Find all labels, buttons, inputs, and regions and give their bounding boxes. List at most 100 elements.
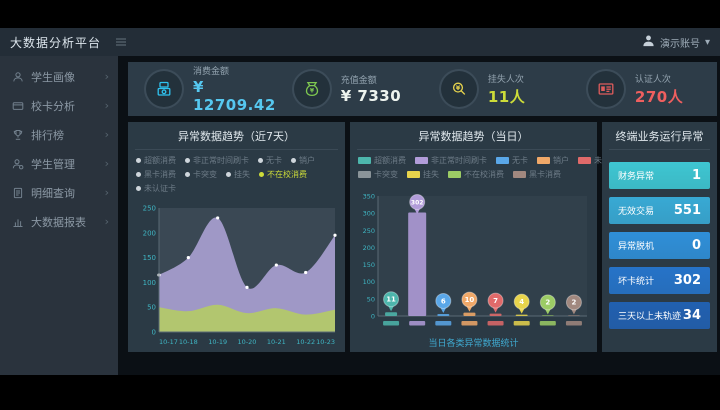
chevron-right-icon: › xyxy=(104,99,109,112)
sidebar-item-label: 学生画像 xyxy=(31,70,75,84)
chevron-right-icon: › xyxy=(104,128,109,141)
terminal-row-value: 0 xyxy=(691,238,701,253)
bar-2[interactable]: 6 xyxy=(435,292,452,326)
report-icon xyxy=(12,216,24,228)
x-tick-label: 10-20 xyxy=(238,338,257,346)
balloon-icon xyxy=(383,291,400,308)
balloon-value: 6 xyxy=(441,297,446,305)
bar-3[interactable]: 10 xyxy=(461,291,478,326)
kpi-value: ¥ 7330 xyxy=(340,87,402,105)
y-tick-label: 100 xyxy=(363,278,375,286)
legend-chip-icon xyxy=(537,157,550,164)
y-tick-label: 150 xyxy=(143,254,156,262)
charts-row: 异常数据趋势（近7天） 超额消费 非正常时间刷卡 无卡 销户 黑卡消费 卡突变 挂失 不在校消… xyxy=(128,122,717,352)
bar-chart-footer-link[interactable]: 当日各类异常数据统计 xyxy=(428,339,519,349)
panel-title-terminal: 终端业务运行异常 xyxy=(609,122,710,150)
legend-chip-icon xyxy=(496,157,509,164)
area-legend: 超额消费 非正常时间刷卡 无卡 销户黑卡消费 卡突变 挂失 不在校消费未认证卡 xyxy=(128,150,345,198)
y-tick-label: 100 xyxy=(143,279,156,287)
area-series-1 xyxy=(159,304,335,332)
legend-item[interactable]: 销户 xyxy=(291,155,315,166)
user-name: 演示账号 xyxy=(659,38,700,50)
balloon-pointer xyxy=(387,305,395,312)
legend-item[interactable]: 卡突变 xyxy=(358,169,398,180)
bar-6[interactable]: 2 xyxy=(539,294,556,326)
legend-dot-icon xyxy=(136,186,141,191)
legend-chip-icon xyxy=(415,157,428,164)
sidebar-item-4[interactable]: 明细查询 › xyxy=(0,178,118,207)
sidebar-item-1[interactable]: 校卡分析 › xyxy=(0,91,118,120)
legend-item[interactable]: 超额消费 xyxy=(136,155,176,166)
bar-5[interactable]: 4 xyxy=(513,293,530,326)
app-header: 大数据分析平台 演示账号 ▾ xyxy=(0,28,720,56)
legend-label: 非正常时间刷卡 xyxy=(431,156,487,165)
data-point xyxy=(333,233,337,237)
kpi-meta: 挂失人次 11人 xyxy=(488,72,525,107)
kpi-value: 270人 xyxy=(634,87,684,106)
legend-dot-icon xyxy=(136,158,141,163)
terminal-row-label: 无效交易 xyxy=(618,207,655,217)
terminal-row-value: 34 xyxy=(682,308,701,323)
terminal-row-label: 财务异常 xyxy=(618,172,655,182)
app-body: 学生画像 › 校卡分析 › 排行榜 › 学生管理 › 明细查询 › 大数据报表 › 消费金额 ¥ 127… xyxy=(0,56,720,375)
balloon-icon xyxy=(461,291,478,308)
legend-item[interactable]: 不在校消费 xyxy=(448,169,504,180)
legend-label: 超额消费 xyxy=(374,156,406,165)
terminal-row-0[interactable]: 财务异常 1 xyxy=(609,162,710,189)
legend-chip-icon xyxy=(513,171,526,178)
legend-item[interactable]: 不在校消费 xyxy=(259,169,307,180)
y-tick-label: 150 xyxy=(363,261,375,269)
legend-item[interactable]: 非正常时间刷卡 xyxy=(415,155,487,166)
hamburger-icon[interactable] xyxy=(115,37,127,47)
legend-item[interactable]: 挂失 xyxy=(407,169,439,180)
legend-item[interactable]: 超额消费 xyxy=(358,155,406,166)
x-category-chip xyxy=(565,321,582,326)
legend-dot-icon xyxy=(185,172,190,177)
bar-4[interactable]: 7 xyxy=(487,292,504,326)
terminal-row-2[interactable]: 异常脱机 0 xyxy=(609,232,710,259)
bar-7[interactable]: 2 xyxy=(565,294,582,326)
legend-item[interactable]: 非正常时间刷卡 xyxy=(185,155,249,166)
kpi-label: 挂失人次 xyxy=(487,74,524,85)
balloon-value: 7 xyxy=(493,297,498,305)
legend-item[interactable]: 销户 xyxy=(537,155,569,166)
sidebar-item-2[interactable]: 排行榜 › xyxy=(0,120,118,149)
legend-dot-icon xyxy=(291,158,296,163)
avatar-icon xyxy=(642,34,655,50)
legend-dot-icon xyxy=(185,158,190,163)
legend-item[interactable]: 无卡 xyxy=(258,155,282,166)
legend-label: 无卡 xyxy=(266,156,282,165)
user-menu[interactable]: 演示账号 ▾ xyxy=(642,34,710,50)
terminal-row-4[interactable]: 三天以上未轨迹 34 xyxy=(609,302,710,329)
balloon-icon xyxy=(539,294,556,311)
sidebar-item-5[interactable]: 大数据报表 › xyxy=(0,207,118,236)
legend-item[interactable]: 黑卡消费 xyxy=(136,169,176,180)
x-tick-label: 10-18 xyxy=(179,338,198,346)
balloon-value: 302 xyxy=(411,199,424,206)
x-tick-label: 10-22 xyxy=(296,338,315,346)
sidebar-item-label: 学生管理 xyxy=(31,157,75,171)
panel-title-7days: 异常数据趋势（近7天） xyxy=(135,122,338,150)
legend-item[interactable]: 卡突变 xyxy=(185,169,217,180)
sidebar-item-0[interactable]: 学生画像 › xyxy=(0,62,118,91)
legend-chip-icon xyxy=(407,171,420,178)
terminal-row-value: 302 xyxy=(673,273,701,288)
bar-1[interactable]: 302 xyxy=(408,194,427,326)
x-category-chip xyxy=(435,321,452,326)
kpi-card-1: ¥ 充值金额 ¥ 7330 xyxy=(276,62,423,116)
legend-item[interactable]: 无卡 xyxy=(496,155,528,166)
bar-legend: 超额消费非正常时间刷卡无卡销户未认证卡卡突变挂失不在校消费黑卡消费 xyxy=(350,150,626,184)
legend-item[interactable]: 挂失 xyxy=(226,169,250,180)
app-window: 大数据分析平台 演示账号 ▾ 学生画像 › 校卡分析 › 排行榜 › 学生管理 › 明细查询 › 大… xyxy=(0,28,720,375)
legend-item[interactable]: 黑卡消费 xyxy=(513,169,561,180)
x-category-chip xyxy=(487,321,504,326)
main-content: 消费金额 ¥ 12709.42 ¥ 充值金额 ¥ 7330 ¥ 挂失人次 11人 认证人次 270… xyxy=(118,56,720,375)
sidebar-item-3[interactable]: 学生管理 › xyxy=(0,149,118,178)
legend-label: 销户 xyxy=(553,156,569,165)
terminal-row-1[interactable]: 无效交易 551 xyxy=(609,197,710,224)
legend-item[interactable]: 未认证卡 xyxy=(136,183,176,194)
y-tick-label: 0 xyxy=(371,313,375,321)
terminal-row-3[interactable]: 坏卡统计 302 xyxy=(609,267,710,294)
x-tick-label: 10-17 xyxy=(159,338,178,346)
bar-0[interactable]: 11 xyxy=(383,291,400,326)
